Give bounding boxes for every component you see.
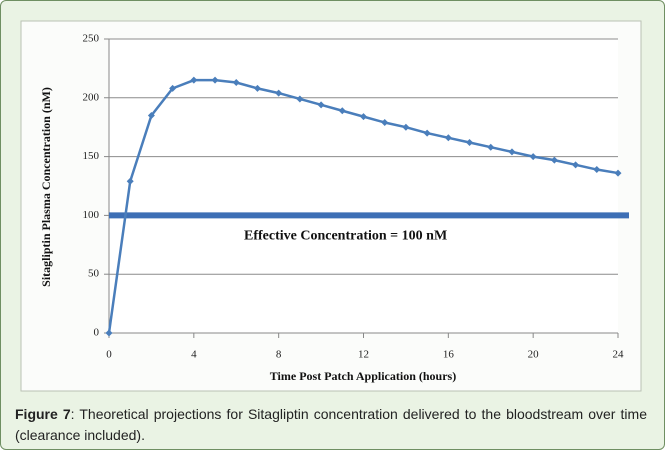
x-tick-label: 16	[443, 349, 455, 361]
data-point	[317, 101, 325, 109]
x-tick-label: 0	[106, 349, 112, 361]
data-point	[232, 79, 240, 87]
data-point	[211, 76, 219, 84]
data-point	[614, 169, 622, 177]
data-point	[360, 113, 367, 121]
annotation: Effective Concentration = 100 nM	[244, 229, 447, 244]
data-point	[487, 143, 495, 151]
caption-text: : Theoretical projections for Sitaglipti…	[15, 406, 647, 443]
data-point	[275, 89, 283, 97]
data-point	[444, 134, 452, 142]
data-point	[593, 166, 601, 174]
data-point	[169, 84, 177, 92]
x-tick-label: 4	[191, 349, 197, 361]
y-tick-label: 200	[83, 91, 100, 103]
data-point	[105, 329, 113, 337]
plot-area	[109, 39, 618, 333]
data-point	[253, 84, 261, 92]
data-point	[402, 123, 410, 131]
data-point	[423, 129, 431, 137]
y-axis-title: Sitagliptin Plasma Concentration (nM)	[39, 87, 53, 287]
data-point	[466, 138, 474, 146]
caption: Figure 7: Theoretical projections for Si…	[15, 404, 647, 446]
x-tick-label: 20	[528, 349, 540, 361]
caption-label: Figure 7	[15, 406, 71, 422]
x-tick-label: 24	[613, 349, 625, 361]
y-tick-label: 250	[83, 33, 100, 45]
data-point	[550, 156, 558, 164]
data-point	[381, 118, 389, 126]
y-tick-label: 0	[94, 327, 100, 339]
y-tick-label: 150	[83, 150, 100, 162]
x-tick-label: 12	[358, 349, 369, 361]
x-tick-label: 8	[276, 349, 282, 361]
data-point	[147, 111, 155, 119]
data-point	[338, 107, 346, 115]
data-point	[529, 153, 537, 161]
data-point	[508, 148, 516, 156]
data-point	[296, 95, 304, 103]
y-tick-label: 100	[83, 209, 100, 221]
data-point	[572, 161, 580, 169]
x-axis-title: Time Post Patch Application (hours)	[270, 369, 456, 383]
data-point	[190, 76, 198, 84]
y-tick-label: 50	[88, 268, 100, 280]
